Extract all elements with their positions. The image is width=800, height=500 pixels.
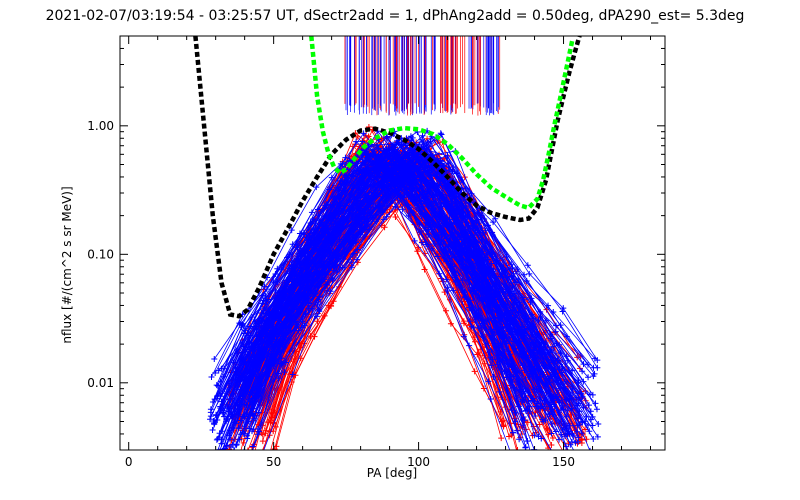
profile-point-red-114-0 <box>259 431 266 438</box>
profile-point-red-128-0 <box>272 423 279 430</box>
profile-point-red-36-8 <box>471 368 478 375</box>
profile-point-red-131-5 <box>381 224 388 231</box>
profile-point-red-121-2 <box>314 318 321 325</box>
profile-point-red-29-10 <box>578 437 585 444</box>
y-tick-label-2: 1.00 <box>87 119 114 133</box>
profile-point-red-131-3 <box>328 303 335 310</box>
profile-point-red-17-10 <box>516 447 518 450</box>
profile-point-red-56-9 <box>506 433 513 440</box>
x-tick-label-150: 150 <box>552 455 575 469</box>
profile-point-red-103-4 <box>354 133 361 140</box>
data-layer <box>193 36 602 450</box>
profile-point-red-70-9 <box>545 431 552 438</box>
profile-point-red-104-10 <box>500 422 507 429</box>
profile-point-red-102-12 <box>583 436 590 443</box>
profile-point-red-121-0 <box>271 409 278 416</box>
x-axis-label: PA [deg] <box>367 466 417 480</box>
profile-point-red-97-0 <box>273 443 280 450</box>
profile-point-red-90-11 <box>460 318 467 325</box>
plot-area: 0 50 100 150 0.010.101.00 <box>87 35 666 469</box>
chart-title: 2021-02-07/03:19:54 - 03:25:57 UT, dSect… <box>46 8 745 24</box>
profile-point-red-7-9 <box>582 426 589 433</box>
profile-point-red-71-6 <box>392 214 399 221</box>
profile-point-red-8-9 <box>498 435 505 442</box>
profile-point-red-136-11 <box>476 349 483 356</box>
y-tick-label-0: 0.01 <box>87 376 114 390</box>
x-tick-label-50: 50 <box>266 455 281 469</box>
y-axis-label: nflux [#/(cm^2 s sr MeV)] <box>60 186 74 343</box>
profile-point-red-95-4 <box>360 137 367 144</box>
profile-point-red-131-4 <box>354 259 361 266</box>
x-tick-label-0: 0 <box>125 455 133 469</box>
profile-point-red-125-2 <box>325 302 332 309</box>
profile-point-red-14-13 <box>548 442 555 449</box>
profile-point-red-133-10 <box>544 426 551 433</box>
profile-point-red-104-7 <box>421 266 428 273</box>
profile-point-red-77-11 <box>549 435 556 442</box>
y-tick-label-1: 0.10 <box>87 247 114 261</box>
profile-point-red-1-0 <box>247 447 249 450</box>
profile-point-red-68-0 <box>259 438 266 445</box>
profile-point-red-104-8 <box>447 320 454 327</box>
profile-point-red-27-11 <box>536 421 543 428</box>
profile-point-red-95-9 <box>524 419 531 426</box>
